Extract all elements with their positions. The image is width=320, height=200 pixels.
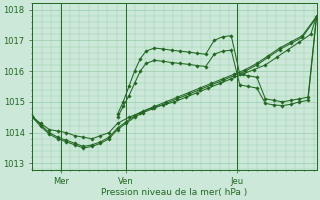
X-axis label: Pression niveau de la mer( hPa ): Pression niveau de la mer( hPa ) bbox=[101, 188, 247, 197]
